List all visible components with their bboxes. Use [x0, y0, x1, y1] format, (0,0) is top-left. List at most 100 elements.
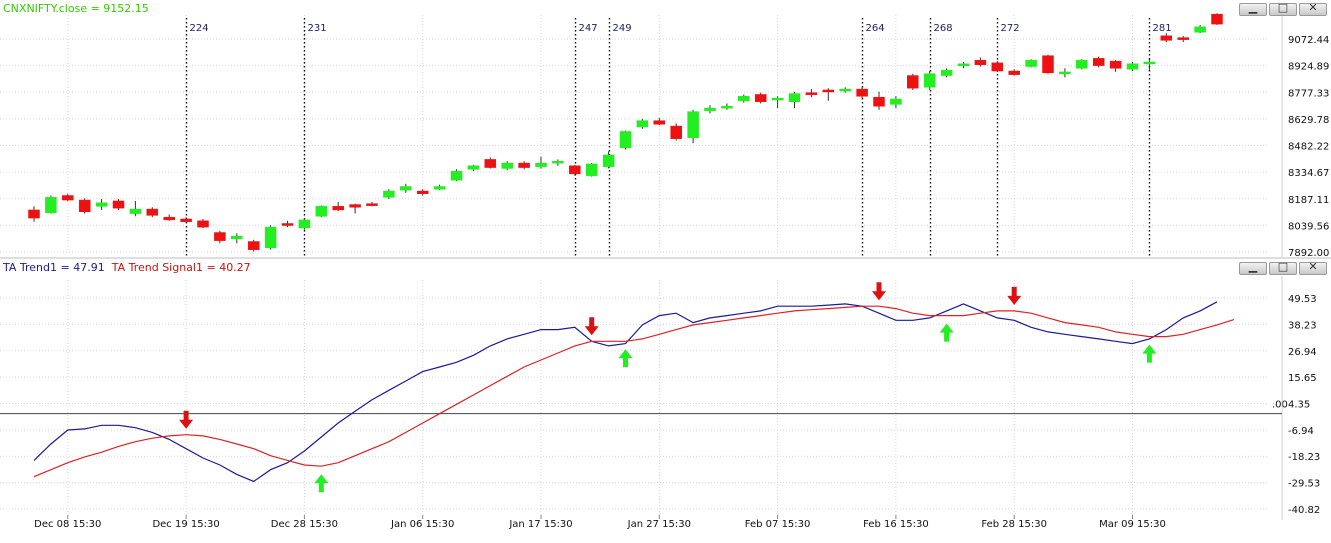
candle	[264, 225, 277, 250]
candle-body	[1076, 59, 1088, 69]
candle-body	[366, 203, 378, 206]
candle-body	[1177, 37, 1189, 40]
candle-body	[552, 160, 564, 164]
candle-body	[890, 98, 902, 105]
time-tick-label: Jan 06 15:30	[390, 519, 454, 530]
candle	[400, 183, 412, 193]
down-arrow-icon	[872, 282, 886, 301]
signal-line	[33, 305, 1235, 478]
indicator-tick-label: -29.53	[1288, 479, 1320, 490]
candle	[619, 130, 632, 150]
time-tick-label: Jan 17 15:30	[508, 519, 572, 530]
candle-body	[822, 89, 835, 93]
candle	[1008, 69, 1020, 76]
price-tick-label: 9072.44	[1288, 35, 1329, 46]
candle	[839, 87, 851, 93]
candle-body	[585, 163, 598, 176]
candle-body	[721, 105, 733, 109]
candle-body	[129, 208, 142, 214]
candle	[28, 206, 40, 222]
candle-body	[974, 59, 987, 65]
candle-body	[383, 190, 395, 198]
down-arrow-icon	[584, 317, 599, 336]
price-tick-label: 8924.89	[1288, 62, 1329, 73]
bar-marker-label: 224	[190, 23, 209, 34]
time-tick-label: Feb 07 15:30	[745, 519, 811, 530]
bar-marker-label: 268	[934, 23, 953, 34]
up-arrow-icon	[939, 323, 954, 342]
candle	[281, 220, 294, 228]
candle	[636, 118, 649, 129]
candle	[129, 200, 142, 217]
indicator-tick-label: -18.23	[1288, 452, 1320, 463]
time-tick-label: Dec 28 15:30	[271, 519, 338, 530]
candle	[383, 189, 395, 200]
time-tick-label: Jan 27 15:30	[627, 519, 691, 530]
minimize-icon[interactable]: ▁	[1239, 1, 1267, 16]
restore-icon[interactable]: □	[1269, 1, 1297, 16]
candle	[1126, 61, 1139, 72]
candle	[569, 164, 581, 176]
candle-body	[1092, 58, 1105, 66]
candle-body	[602, 154, 615, 167]
indicator-tick-label: -40.82	[1288, 505, 1320, 516]
candle-body	[1194, 26, 1206, 33]
candle-body	[1025, 59, 1037, 67]
price-legend: CNXNIFTY.close = 9152.15	[3, 2, 149, 15]
candle	[991, 61, 1004, 72]
candle-body	[400, 186, 412, 191]
trend-legend: TA Trend1 = 47.91	[3, 261, 105, 274]
candle	[923, 71, 936, 90]
candle	[366, 201, 378, 207]
candle-body	[940, 69, 953, 76]
restore-icon[interactable]: □	[1269, 260, 1297, 275]
down-arrow-icon	[1007, 286, 1022, 305]
candle	[738, 94, 750, 103]
minimize-icon[interactable]: ▁	[1239, 260, 1267, 275]
indicator-legend: TA Trend1 = 47.91 TA Trend Signal1 = 40.…	[3, 261, 251, 274]
candle-body	[636, 120, 649, 128]
up-arrow-icon	[618, 349, 633, 368]
candle-body	[518, 162, 530, 168]
candle	[721, 103, 733, 110]
candle	[484, 157, 497, 169]
candle	[873, 91, 885, 110]
indicator-tick-label: 4.35	[1288, 400, 1310, 411]
candle	[602, 151, 615, 169]
time-tick-label: Feb 16 15:30	[863, 519, 929, 530]
candle-body	[856, 88, 868, 97]
candle	[805, 89, 818, 98]
candle-body	[214, 232, 226, 241]
indicator-tick-label: 15.65	[1288, 373, 1317, 384]
price-tick-label: 7892.00	[1288, 248, 1329, 259]
candle-body	[619, 131, 632, 148]
bar-markers: 224 231 247 249 264 268 272 281	[185, 18, 1172, 257]
candle-body	[298, 219, 311, 229]
candle-body	[991, 62, 1004, 72]
trend-line	[33, 301, 1218, 483]
close-icon[interactable]: ✕	[1299, 260, 1327, 275]
candle	[315, 205, 328, 218]
bar-marker-label: 264	[866, 23, 885, 34]
price-tick-label: 8777.33	[1288, 88, 1329, 99]
candle-body	[771, 97, 784, 101]
candle	[890, 96, 902, 109]
down-arrow-icon	[179, 410, 194, 429]
candle-body	[484, 159, 497, 168]
candle	[704, 105, 716, 114]
candle	[856, 87, 868, 99]
time-tick-label: Feb 28 15:30	[981, 519, 1047, 530]
candle-body	[450, 170, 463, 181]
candle-body	[1059, 71, 1071, 75]
close-icon[interactable]: ✕	[1299, 1, 1327, 16]
candle-body	[1160, 35, 1173, 41]
candle	[78, 198, 91, 214]
candle	[518, 161, 530, 170]
candle-body	[163, 216, 175, 221]
candle-body	[805, 92, 818, 95]
candle	[585, 163, 598, 177]
bar-marker-label: 272	[1001, 23, 1020, 34]
candle	[788, 91, 801, 109]
candle	[231, 233, 243, 244]
price-tick-label: 8629.78	[1288, 115, 1329, 126]
